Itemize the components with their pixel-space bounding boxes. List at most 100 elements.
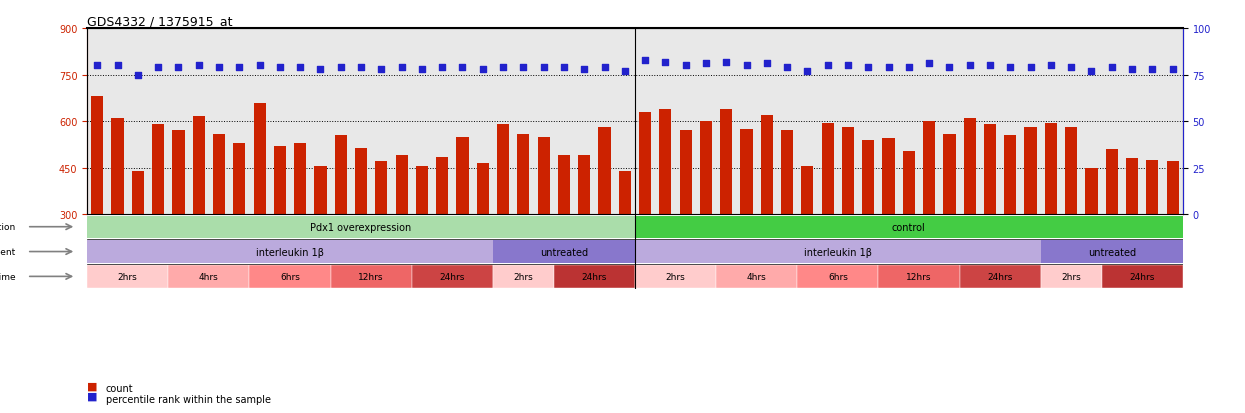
Text: 4hrs: 4hrs [747,272,767,281]
Text: 12hrs: 12hrs [359,272,383,281]
Point [412,66,432,73]
Bar [960,266,1041,288]
Point [513,64,533,71]
Text: time: time [0,272,16,281]
Point [879,64,899,71]
Bar [761,116,773,215]
Bar [213,134,225,215]
Bar [1041,241,1183,263]
Bar [802,167,813,215]
Point [960,63,980,69]
Bar [964,119,976,215]
Bar [635,266,716,288]
Point [371,66,391,73]
Point [168,64,188,71]
Bar [493,266,554,288]
Point [493,64,513,71]
Text: Pdx1 overexpression: Pdx1 overexpression [310,222,412,232]
Point [87,63,107,69]
Point [432,64,452,71]
Bar [172,131,184,215]
Bar [741,130,753,215]
Bar [984,125,996,215]
Point [554,64,574,71]
Bar [538,137,550,215]
Point [838,63,858,69]
Bar [639,112,651,215]
Bar [619,171,631,215]
Point [1041,63,1061,69]
Point [452,64,472,71]
Bar [1045,123,1057,215]
Bar [335,136,347,215]
Point [473,66,493,73]
Bar [944,134,955,215]
Bar [1106,150,1118,215]
Text: ■: ■ [87,391,97,401]
Point [595,64,615,71]
Bar [578,156,590,215]
Bar [1102,266,1183,288]
Text: 4hrs: 4hrs [199,272,219,281]
Text: ■: ■ [87,380,97,390]
Bar [497,125,509,215]
Bar [1005,136,1016,215]
Bar [720,109,732,215]
Text: 2hrs: 2hrs [1061,272,1081,281]
Bar [863,140,874,215]
Bar [635,216,1183,238]
Bar [249,266,331,288]
Text: genotype/variation: genotype/variation [0,223,16,232]
Point [250,63,270,69]
Bar [1147,161,1158,215]
Bar [436,157,448,215]
Bar [233,143,245,215]
Point [655,59,675,66]
Point [676,63,696,69]
Point [757,61,777,67]
Bar [274,147,286,215]
Point [1082,68,1102,75]
Bar [1086,169,1098,215]
Bar [923,122,935,215]
Point [209,64,229,71]
Bar [412,266,493,288]
Bar [879,266,960,288]
Text: untreated: untreated [1088,247,1135,257]
Text: count: count [106,383,133,393]
Bar [635,241,1041,263]
Bar [416,167,428,215]
Point [1143,66,1163,73]
Bar [883,139,895,215]
Bar [87,216,635,238]
Point [1000,64,1020,71]
Text: control: control [891,222,926,232]
Bar [254,103,265,215]
Point [331,64,351,71]
Point [798,68,818,75]
Bar [660,109,671,215]
Bar [700,122,712,215]
Bar [457,137,468,215]
Text: 2hrs: 2hrs [666,272,686,281]
Text: 2hrs: 2hrs [118,272,138,281]
Text: 24hrs: 24hrs [581,272,608,281]
Point [615,68,635,75]
Bar [375,162,387,215]
Point [574,66,594,73]
Text: interleukin 1β: interleukin 1β [256,247,324,257]
Bar [797,266,879,288]
Bar [680,131,692,215]
Point [696,61,716,67]
Point [392,64,412,71]
Bar [1064,128,1077,215]
Point [716,59,736,66]
Point [1021,64,1041,71]
Point [534,64,554,71]
Text: 2hrs: 2hrs [513,272,533,281]
Bar [842,128,854,215]
Point [1122,66,1142,73]
Text: 6hrs: 6hrs [828,272,848,281]
Bar [112,119,123,215]
Point [737,63,757,69]
